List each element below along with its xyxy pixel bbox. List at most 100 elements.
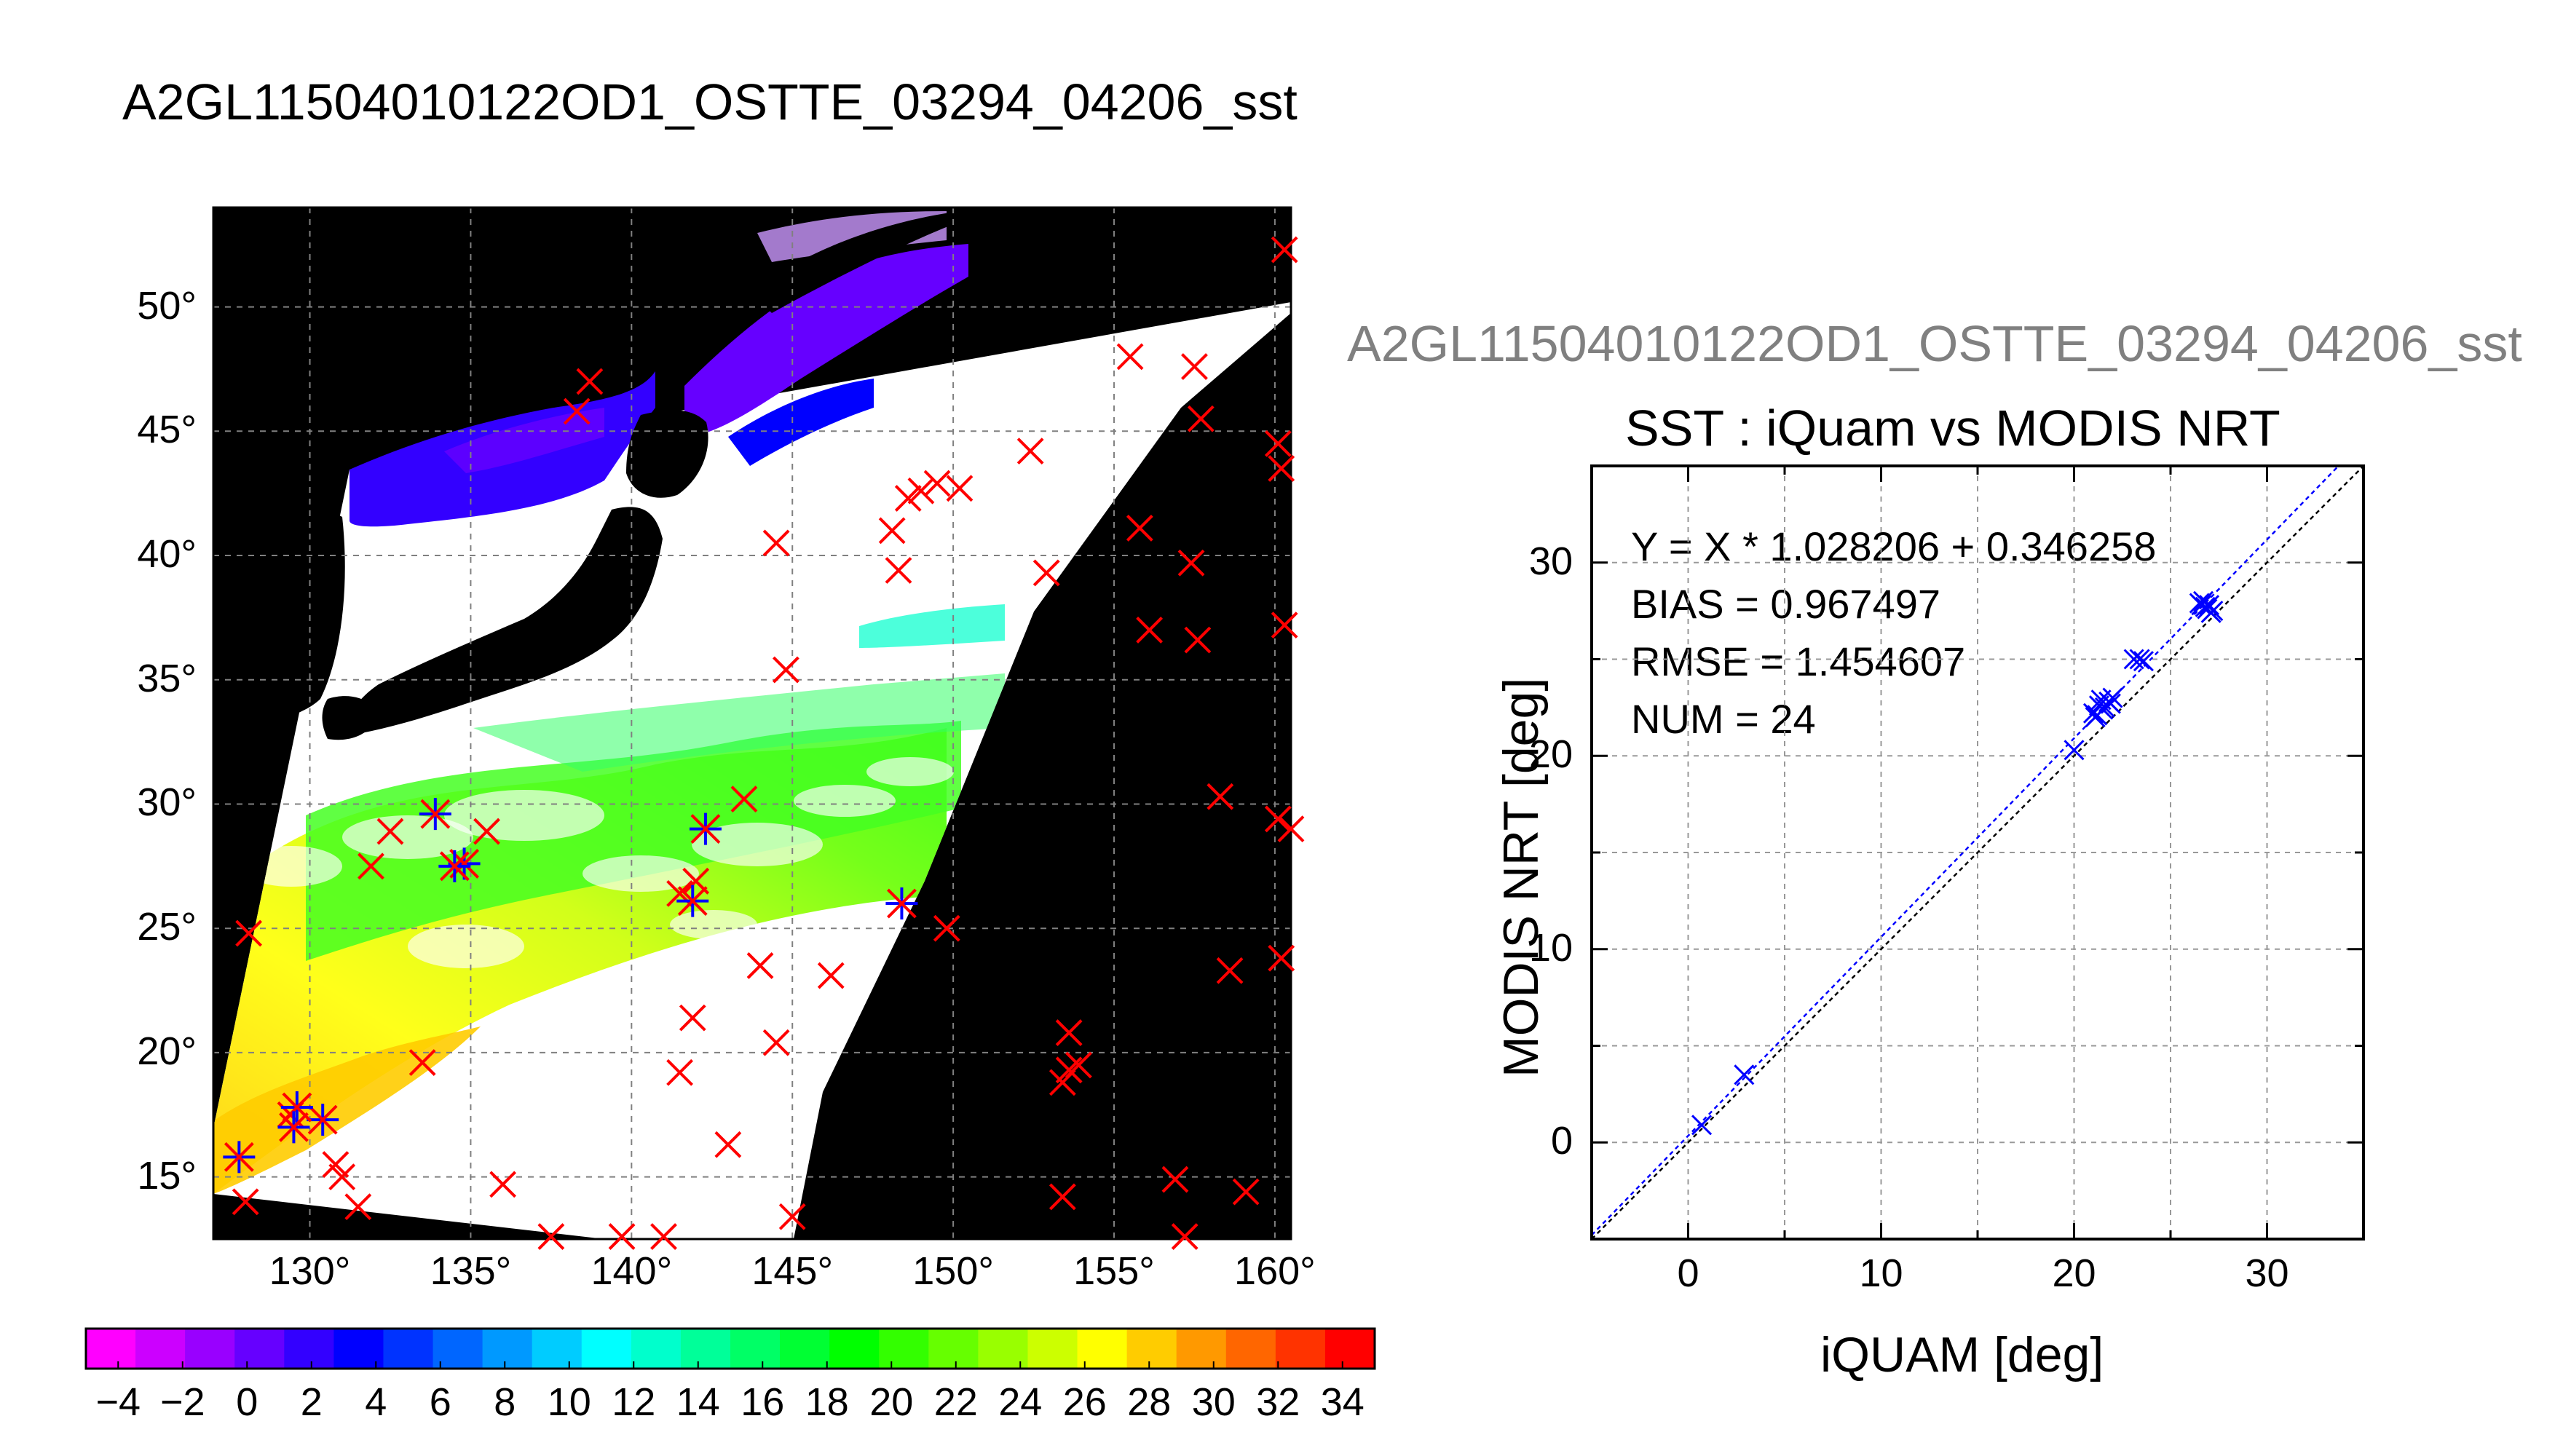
colorbar-segment <box>879 1329 930 1369</box>
colorbar-tick-label: 34 <box>1320 1380 1365 1424</box>
colorbar-segment <box>1027 1329 1078 1369</box>
cloud-patch <box>583 855 699 892</box>
map-x-tick-label: 155° <box>1073 1249 1155 1293</box>
colorbar-segment <box>433 1329 483 1369</box>
colorbar-tick-label: 0 <box>236 1380 258 1424</box>
chart-title: A2GL11504010122OD1_OSTTE_03294_04206_sst <box>122 74 1298 130</box>
colorbar-tick-label: 18 <box>805 1380 849 1424</box>
colorbar-frame <box>84 1327 1376 1370</box>
colorbar-tick-label: −4 <box>95 1380 141 1424</box>
map-y-tick-label: 45° <box>137 408 197 452</box>
sst-green-band <box>306 721 961 961</box>
sst-orange-patch <box>213 1026 481 1194</box>
colorbar-segment <box>1176 1329 1227 1369</box>
colorbar-tick-label: 4 <box>365 1380 387 1424</box>
oyashio-sst <box>728 379 874 466</box>
map-x-tick-label: 160° <box>1234 1249 1316 1293</box>
scatter-annotation: Y = X * 1.028206 + 0.346258 <box>1631 523 2157 569</box>
map-y-tick-label: 50° <box>137 283 197 328</box>
scatter-lines <box>1592 466 2364 1239</box>
scatter-overflow-title: A2GL11504010122OD1_OSTTE_03294_04206_sst <box>1347 315 2522 372</box>
colorbar-segment <box>1126 1329 1177 1369</box>
colorbar-segment <box>135 1329 186 1369</box>
scatter-grid <box>1592 466 2364 1239</box>
colorbar-tick-label: 16 <box>741 1380 785 1424</box>
cloud-patch <box>794 785 896 817</box>
land-sakhalin <box>660 218 690 408</box>
map-y-tick-label: 20° <box>137 1029 197 1073</box>
colorbar-tick-label: 2 <box>300 1380 323 1424</box>
sst-cyan-patch <box>859 604 1005 648</box>
land-kyushu <box>322 696 379 740</box>
colorbar-segment <box>829 1329 880 1369</box>
colorbar-tick-label: 8 <box>494 1380 516 1424</box>
scatter-annotation: RMSE = 1.454607 <box>1631 638 1966 684</box>
colorbar-tick-label: 26 <box>1062 1380 1107 1424</box>
scatter-x-tick-label: 20 <box>2052 1251 2096 1295</box>
scatter-x-axis-label: iQUAM [deg] <box>1820 1327 2104 1382</box>
colorbar-segment <box>284 1329 335 1369</box>
colorbar-tick-label: 10 <box>547 1380 591 1424</box>
colorbar-tick-label: 20 <box>869 1380 914 1424</box>
colorbar-segment <box>185 1329 236 1369</box>
scatter-y-tick-label: 0 <box>1550 1119 1573 1163</box>
colorbar-tick-label: 14 <box>676 1380 720 1424</box>
scatter-y-tick-label: 10 <box>1528 925 1573 970</box>
sst-teal-band <box>473 673 1005 772</box>
cloud-patch <box>342 815 473 859</box>
map-x-tick-label: 150° <box>912 1249 994 1293</box>
cloud-patch <box>670 910 757 939</box>
cloud-patch <box>692 823 823 866</box>
colorbar-segment <box>532 1329 583 1369</box>
colorbar-segment <box>928 1329 979 1369</box>
scatter-frame <box>1590 464 2365 1241</box>
colorbar-segment <box>86 1329 137 1369</box>
colorbar-segment <box>1324 1329 1375 1369</box>
colorbar-segment <box>680 1329 731 1369</box>
colorbar <box>84 1327 1376 1370</box>
scatter-x-tick-label: 30 <box>2245 1251 2289 1295</box>
map-frame <box>212 206 1292 1241</box>
colorbar-segment <box>234 1329 285 1369</box>
sea-of-japan-sst-cold <box>444 408 604 473</box>
colorbar-tick-label: 12 <box>612 1380 656 1424</box>
map-y-tick-label: 40° <box>137 532 197 577</box>
okhotsk-sst <box>684 244 968 437</box>
scatter-x-tick-label: 0 <box>1677 1251 1699 1295</box>
scatter-x-tick-label: 10 <box>1859 1251 1903 1295</box>
map-y-tick-label: 15° <box>137 1153 197 1198</box>
map-x-tick-label: 145° <box>751 1249 834 1293</box>
colorbar-segment <box>581 1329 632 1369</box>
scatter-points <box>1691 590 2224 1136</box>
map-points <box>223 236 1305 1250</box>
colorbar-tick-label: 6 <box>429 1380 451 1424</box>
land <box>213 211 968 801</box>
colorbar-tick-label: 28 <box>1127 1380 1172 1424</box>
regression-line <box>1592 466 2340 1236</box>
map-x-tick-label: 135° <box>430 1249 512 1293</box>
identity-line <box>1592 466 2364 1239</box>
map-y-tick-label: 25° <box>137 905 197 949</box>
colorbar-tick-label: 22 <box>933 1380 978 1424</box>
colorbar-segment <box>780 1329 831 1369</box>
colorbar-segment <box>1225 1329 1276 1369</box>
cloud-patch <box>408 925 524 968</box>
scatter-title: SST : iQuam vs MODIS NRT <box>1625 400 2280 456</box>
colorbar-segment <box>1077 1329 1128 1369</box>
colorbar-segment <box>383 1329 434 1369</box>
land-hokkaido <box>626 410 708 498</box>
sst-field <box>213 604 1005 1194</box>
cloud-patch <box>444 790 604 841</box>
colorbar-tick-label: −2 <box>159 1380 205 1424</box>
colorbar-segment <box>1275 1329 1326 1369</box>
colorbar-segment <box>631 1329 682 1369</box>
scatter-y-tick-label: 20 <box>1528 732 1573 777</box>
scatter-y-tick-label: 30 <box>1528 539 1573 583</box>
colorbar-segment <box>730 1329 781 1369</box>
colorbar-tick-label: 30 <box>1191 1380 1236 1424</box>
cloud-patch <box>866 757 954 786</box>
map-x-tick-label: 130° <box>269 1249 351 1293</box>
colorbar-tick-label: 32 <box>1256 1380 1300 1424</box>
colorbar-segment <box>482 1329 533 1369</box>
